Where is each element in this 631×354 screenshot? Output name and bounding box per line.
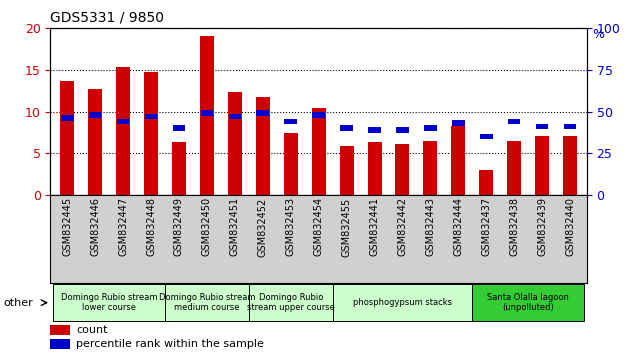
FancyBboxPatch shape — [472, 284, 584, 321]
Text: Domingo Rubio stream
lower course: Domingo Rubio stream lower course — [61, 293, 157, 312]
Bar — [508, 119, 521, 124]
Bar — [285, 119, 297, 124]
Text: GSM832454: GSM832454 — [314, 198, 324, 257]
Bar — [367, 142, 382, 195]
Bar — [563, 136, 577, 195]
Bar — [117, 119, 129, 124]
FancyBboxPatch shape — [165, 284, 249, 321]
Text: GSM832437: GSM832437 — [481, 198, 492, 257]
Bar — [339, 147, 353, 195]
Text: GSM832441: GSM832441 — [370, 198, 379, 256]
Text: GSM832453: GSM832453 — [286, 198, 296, 257]
Bar — [172, 142, 186, 195]
Bar — [256, 110, 269, 116]
Text: Domingo Rubio
stream upper course: Domingo Rubio stream upper course — [247, 293, 334, 312]
Bar — [396, 144, 410, 195]
Bar — [423, 142, 437, 195]
Bar — [200, 36, 214, 195]
Text: other: other — [3, 298, 33, 308]
Bar — [116, 67, 130, 195]
Text: GSM832438: GSM832438 — [509, 198, 519, 256]
Text: GSM832451: GSM832451 — [230, 198, 240, 257]
Text: GSM832442: GSM832442 — [398, 198, 408, 257]
Bar — [369, 127, 381, 133]
Bar — [396, 127, 409, 133]
Bar — [50, 325, 70, 335]
Bar — [284, 133, 298, 195]
Bar — [144, 73, 158, 195]
Text: phosphogypsum stacks: phosphogypsum stacks — [353, 298, 452, 307]
Bar — [536, 124, 548, 130]
FancyBboxPatch shape — [333, 284, 472, 321]
Bar — [89, 112, 102, 118]
Text: GSM832440: GSM832440 — [565, 198, 575, 256]
Text: GSM832455: GSM832455 — [341, 198, 351, 257]
Bar — [228, 92, 242, 195]
Bar — [451, 126, 465, 195]
Bar — [60, 81, 74, 195]
Text: GSM832447: GSM832447 — [118, 198, 128, 257]
Bar — [312, 108, 326, 195]
Bar — [144, 114, 157, 119]
Bar — [173, 125, 186, 131]
Bar — [452, 120, 464, 126]
Text: %: % — [593, 28, 604, 41]
Bar — [256, 97, 270, 195]
Bar — [424, 125, 437, 131]
Bar — [480, 133, 493, 139]
FancyBboxPatch shape — [249, 284, 333, 321]
Bar — [535, 136, 549, 195]
Bar — [480, 170, 493, 195]
Bar — [312, 112, 325, 118]
Text: GSM832450: GSM832450 — [202, 198, 212, 257]
Text: GSM832448: GSM832448 — [146, 198, 156, 256]
Text: GSM832439: GSM832439 — [537, 198, 547, 256]
Text: GSM832449: GSM832449 — [174, 198, 184, 256]
FancyBboxPatch shape — [53, 284, 165, 321]
Bar — [88, 89, 102, 195]
Text: count: count — [76, 325, 108, 335]
Bar — [340, 125, 353, 131]
Bar — [563, 124, 576, 130]
Bar — [61, 115, 74, 121]
Text: percentile rank within the sample: percentile rank within the sample — [76, 339, 264, 349]
Text: GSM832444: GSM832444 — [453, 198, 463, 256]
Bar — [50, 339, 70, 349]
Text: GSM832445: GSM832445 — [62, 198, 72, 257]
Text: GSM832446: GSM832446 — [90, 198, 100, 256]
Text: Domingo Rubio stream
medium course: Domingo Rubio stream medium course — [158, 293, 255, 312]
Text: GSM832452: GSM832452 — [258, 198, 268, 257]
Text: Santa Olalla lagoon
(unpolluted): Santa Olalla lagoon (unpolluted) — [487, 293, 569, 312]
Text: GSM832443: GSM832443 — [425, 198, 435, 256]
Bar — [228, 114, 241, 119]
Bar — [507, 141, 521, 195]
Bar — [201, 110, 213, 116]
Text: GDS5331 / 9850: GDS5331 / 9850 — [50, 11, 165, 25]
